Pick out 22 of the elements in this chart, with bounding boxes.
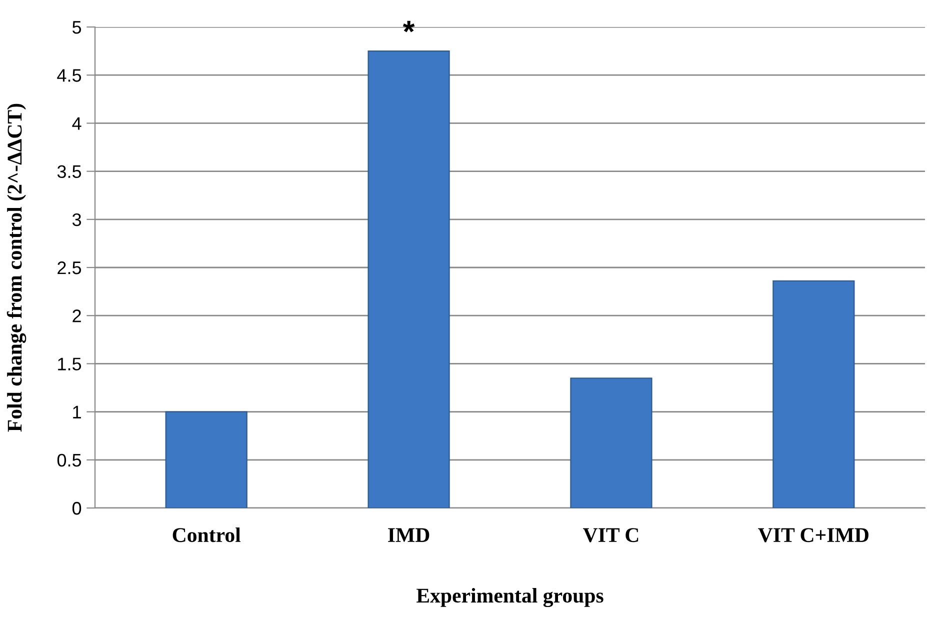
y-tick-label: 2.5 bbox=[58, 261, 82, 274]
y-axis-title: Fold change from control (2^-ΔΔCT) bbox=[6, 104, 26, 432]
x-tick-label: Control bbox=[172, 527, 241, 542]
bar bbox=[165, 411, 248, 508]
x-axis-title: Experimental groups bbox=[416, 588, 604, 608]
y-tick-label: 0 bbox=[72, 502, 82, 515]
y-tick-label: 3 bbox=[72, 213, 82, 226]
x-tick-label: IMD bbox=[388, 528, 430, 542]
y-tick-label: 2 bbox=[72, 310, 81, 322]
y-tick-label: 4.5 bbox=[57, 69, 82, 82]
y-tick-label: 5 bbox=[72, 21, 82, 34]
y-tick-label: 1.5 bbox=[58, 358, 82, 370]
x-tick-label: VIT C bbox=[582, 528, 638, 542]
x-tick-label: VIT C+IMD bbox=[758, 528, 868, 542]
bar bbox=[772, 280, 855, 508]
y-tick-label: 4 bbox=[72, 117, 82, 130]
bar bbox=[570, 378, 652, 508]
y-tick-label: 1 bbox=[73, 406, 81, 418]
annotation: * bbox=[402, 20, 415, 32]
y-tick-label: 3.5 bbox=[57, 165, 82, 178]
bar bbox=[368, 50, 450, 508]
y-tick-label: 0.5 bbox=[57, 454, 82, 467]
